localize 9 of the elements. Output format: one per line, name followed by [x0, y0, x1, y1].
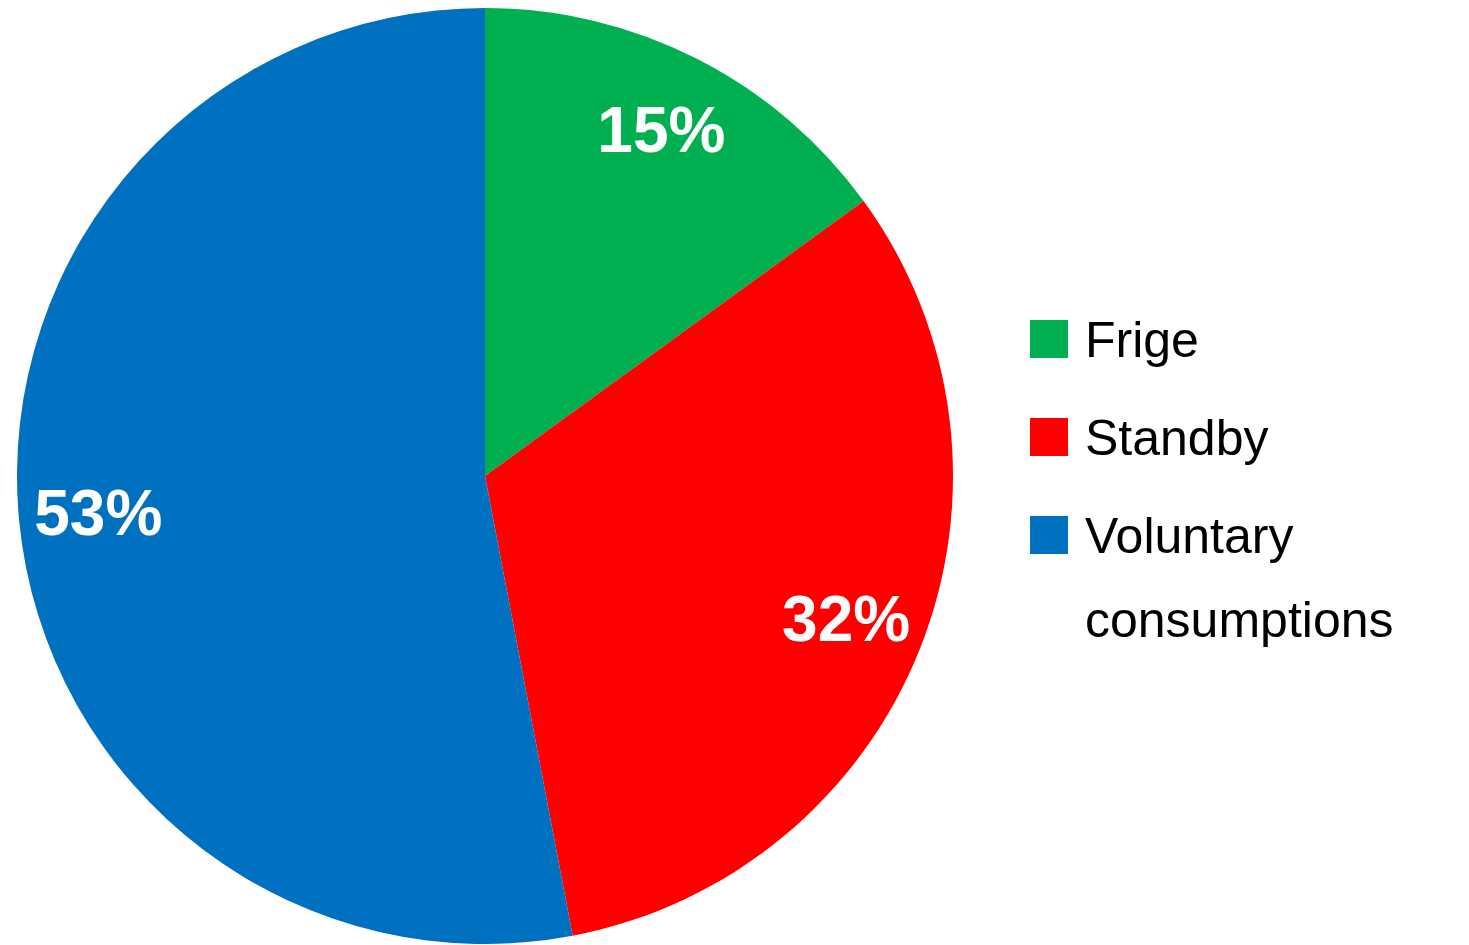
- legend-label: Voluntary consumptions: [1085, 508, 1394, 648]
- data-label: 32%: [782, 582, 911, 655]
- legend-label: Frige: [1085, 312, 1199, 368]
- legend-label: Standby: [1085, 410, 1269, 466]
- data-label: 53%: [34, 476, 163, 549]
- pie-slice: [485, 8, 864, 476]
- pie-slice: [485, 200, 953, 936]
- data-label: 15%: [597, 93, 726, 166]
- pie-slice: [17, 8, 573, 944]
